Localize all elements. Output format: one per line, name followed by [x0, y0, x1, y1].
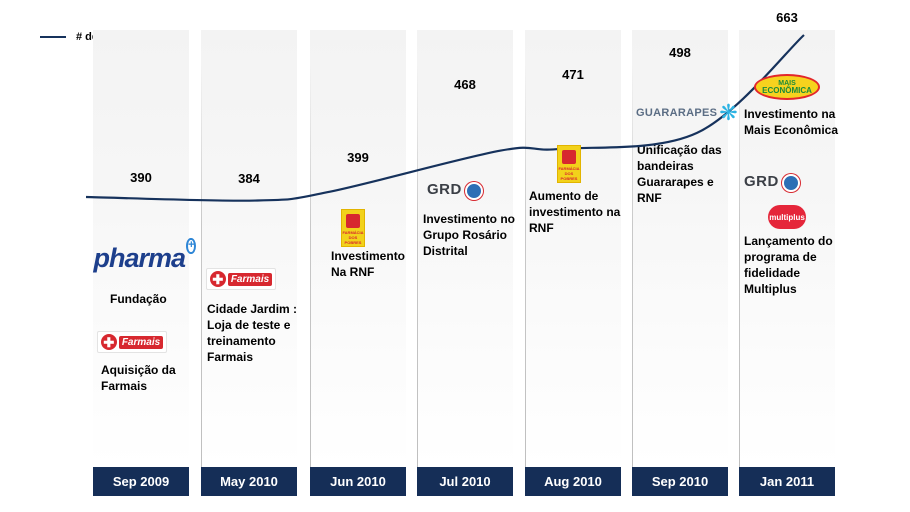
- column-divider: [739, 64, 740, 467]
- farmais-logo-text: Farmais: [118, 335, 164, 349]
- column-divider: [417, 64, 418, 467]
- multiplus-logo: multiplus: [768, 205, 806, 229]
- milestone-line: bandeiras: [637, 159, 694, 173]
- data-label: 399: [347, 150, 369, 165]
- date-label: Jun 2010: [310, 467, 406, 496]
- rnf-shield-icon: [562, 149, 576, 164]
- milestone-line: Unificação das: [637, 143, 722, 157]
- milestone-description: Fundação: [110, 291, 167, 307]
- grd-circle-icon: [464, 182, 483, 200]
- pharma-logo-text: pharma: [93, 242, 187, 273]
- date-label: Sep 2009: [93, 467, 189, 496]
- milestone-description: Cidade Jardim : Loja de teste e treinament…: [207, 301, 297, 365]
- date-label: Aug 2010: [525, 467, 621, 496]
- milestone-description: Investimento no Grupo Rosário Distrital: [423, 211, 515, 259]
- milestone-description-secondary: Lançamento do programa de fidelidade Multip…: [744, 233, 833, 297]
- pharma-logo: pharma +: [93, 238, 196, 276]
- timeline-column: [201, 30, 297, 467]
- date-label: Jan 2011: [739, 467, 835, 496]
- milestone-line: Guararapes e: [637, 175, 714, 189]
- milestone-line: Fundação: [110, 292, 167, 306]
- milestone-line: Investimento na: [744, 107, 836, 121]
- milestone-line: Mais Econômica: [744, 123, 839, 137]
- date-label: Sep 2010: [632, 467, 728, 496]
- data-label: 384: [238, 171, 260, 186]
- milestone-line: Investimento no: [423, 212, 516, 226]
- grd-logo-1: GRD: [427, 180, 483, 200]
- pharma-plus-icon: +: [186, 238, 196, 254]
- data-label: 498: [669, 45, 691, 60]
- farmais-logo-1: ✚ Farmais: [97, 331, 167, 353]
- milestone-line: Multiplus: [744, 282, 797, 296]
- date-label: May 2010: [201, 467, 297, 496]
- milestone-line: investimento na: [529, 205, 621, 219]
- rnf-logo-1: FARMÁCIA DOS POBRES: [341, 209, 365, 247]
- rnf-shield-icon: [346, 213, 360, 228]
- farmais-cross-icon: ✚: [209, 271, 226, 287]
- mais-economica-logo: MAIS ECONÔMICA: [754, 74, 820, 100]
- milestone-line: RNF: [529, 221, 554, 235]
- rnf-logo-2: FARMÁCIA DOS POBRES: [557, 145, 581, 183]
- milestone-line: RNF: [637, 191, 662, 205]
- grd-circle-icon: [781, 174, 800, 192]
- milestone-description: Investimento na Mais Econômica: [744, 106, 838, 138]
- grd-logo-2: GRD: [744, 172, 800, 192]
- column-divider: [201, 64, 202, 467]
- milestone-line: Aquisição da: [101, 363, 176, 377]
- milestone-line: Distrital: [423, 244, 468, 258]
- timeline-column: [632, 30, 728, 467]
- milestone-description: Unificação das bandeiras Guararapes e RNF: [637, 142, 722, 206]
- milestone-line: Grupo Rosário: [423, 228, 508, 242]
- milestone-line: Na RNF: [331, 265, 375, 279]
- data-label: 468: [454, 77, 476, 92]
- legend-line-swatch: [40, 36, 66, 38]
- timeline-column: [525, 30, 621, 467]
- milestone-line: fidelidade: [744, 266, 801, 280]
- milestone-line: Lançamento do: [744, 234, 833, 248]
- milestone-description: Investimento Na RNF: [331, 248, 405, 280]
- milestone-description: Aumento de investimento na RNF: [529, 188, 620, 236]
- data-label: 471: [562, 67, 584, 82]
- date-label: Jul 2010: [417, 467, 513, 496]
- column-divider: [310, 64, 311, 467]
- milestone-line: Investimento: [331, 249, 406, 263]
- milestone-line: programa de: [744, 250, 817, 264]
- milestone-line: Farmais: [207, 350, 254, 364]
- milestone-line: treinamento: [207, 334, 276, 348]
- farmais-cross-icon: ✚: [100, 334, 117, 350]
- milestone-description-secondary: Aquisição da Farmais: [101, 362, 176, 394]
- farmais-logo-text: Farmais: [227, 272, 273, 286]
- guararapes-logo: GUARARAPES ❋: [636, 100, 738, 125]
- milestone-line: Cidade Jardim :: [207, 302, 298, 316]
- column-divider: [525, 64, 526, 467]
- data-label: 390: [130, 170, 152, 185]
- column-divider: [632, 64, 633, 467]
- farmais-logo-2: ✚ Farmais: [206, 268, 276, 290]
- milestone-line: Farmais: [101, 379, 148, 393]
- milestone-line: Aumento de: [529, 189, 599, 203]
- data-label: 663: [776, 10, 798, 25]
- milestone-line: Loja de teste e: [207, 318, 291, 332]
- butterfly-icon: ❋: [719, 100, 738, 125]
